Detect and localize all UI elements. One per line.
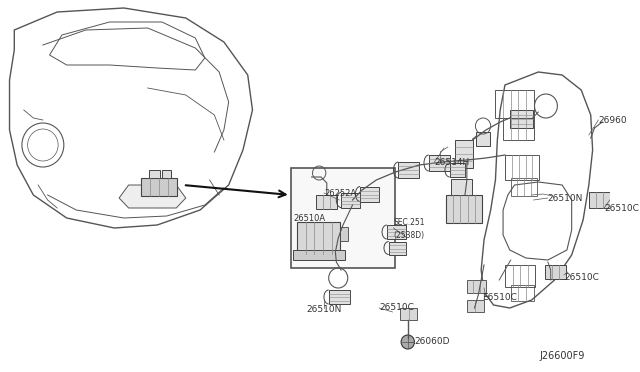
Bar — [467, 280, 486, 293]
Bar — [505, 155, 540, 180]
Bar — [509, 110, 532, 128]
Bar — [545, 265, 566, 279]
Bar — [162, 170, 172, 178]
Text: 26510N: 26510N — [548, 193, 583, 202]
Bar — [511, 285, 534, 301]
Text: E6510C: E6510C — [482, 294, 517, 302]
Text: 26510N: 26510N — [307, 305, 342, 314]
Bar — [398, 162, 419, 178]
Bar — [446, 195, 482, 223]
Bar — [141, 178, 177, 196]
Bar — [495, 90, 534, 118]
Text: 26060D: 26060D — [415, 337, 450, 346]
Bar — [400, 308, 417, 320]
Bar — [329, 290, 349, 304]
Text: 26514H: 26514H — [435, 157, 470, 167]
Bar — [476, 132, 490, 146]
Circle shape — [401, 335, 415, 349]
Text: (2538D): (2538D) — [394, 231, 424, 240]
Bar — [340, 227, 348, 241]
Bar — [589, 192, 610, 208]
Bar — [360, 187, 380, 202]
Text: 26960: 26960 — [598, 115, 627, 125]
Bar — [456, 140, 472, 168]
Bar — [503, 118, 534, 140]
Bar — [297, 222, 340, 254]
Text: 26252A: 26252A — [324, 189, 356, 198]
Text: 26510C: 26510C — [604, 203, 639, 212]
Bar — [467, 300, 484, 312]
Polygon shape — [119, 185, 186, 208]
Bar — [148, 170, 160, 178]
Bar — [505, 265, 536, 287]
Bar — [388, 242, 406, 255]
Bar — [450, 163, 465, 177]
Bar — [429, 155, 450, 171]
Text: J26600F9: J26600F9 — [540, 351, 585, 361]
Bar — [316, 195, 337, 209]
Bar — [292, 250, 345, 260]
Bar — [341, 193, 360, 208]
Bar — [387, 225, 406, 239]
Text: 26510A: 26510A — [294, 214, 326, 222]
Bar — [511, 178, 538, 196]
Bar — [291, 168, 396, 268]
Text: SEC.251: SEC.251 — [394, 218, 425, 227]
Text: 26510C: 26510C — [380, 304, 414, 312]
Bar — [451, 179, 472, 195]
Text: 26510C: 26510C — [564, 273, 599, 282]
